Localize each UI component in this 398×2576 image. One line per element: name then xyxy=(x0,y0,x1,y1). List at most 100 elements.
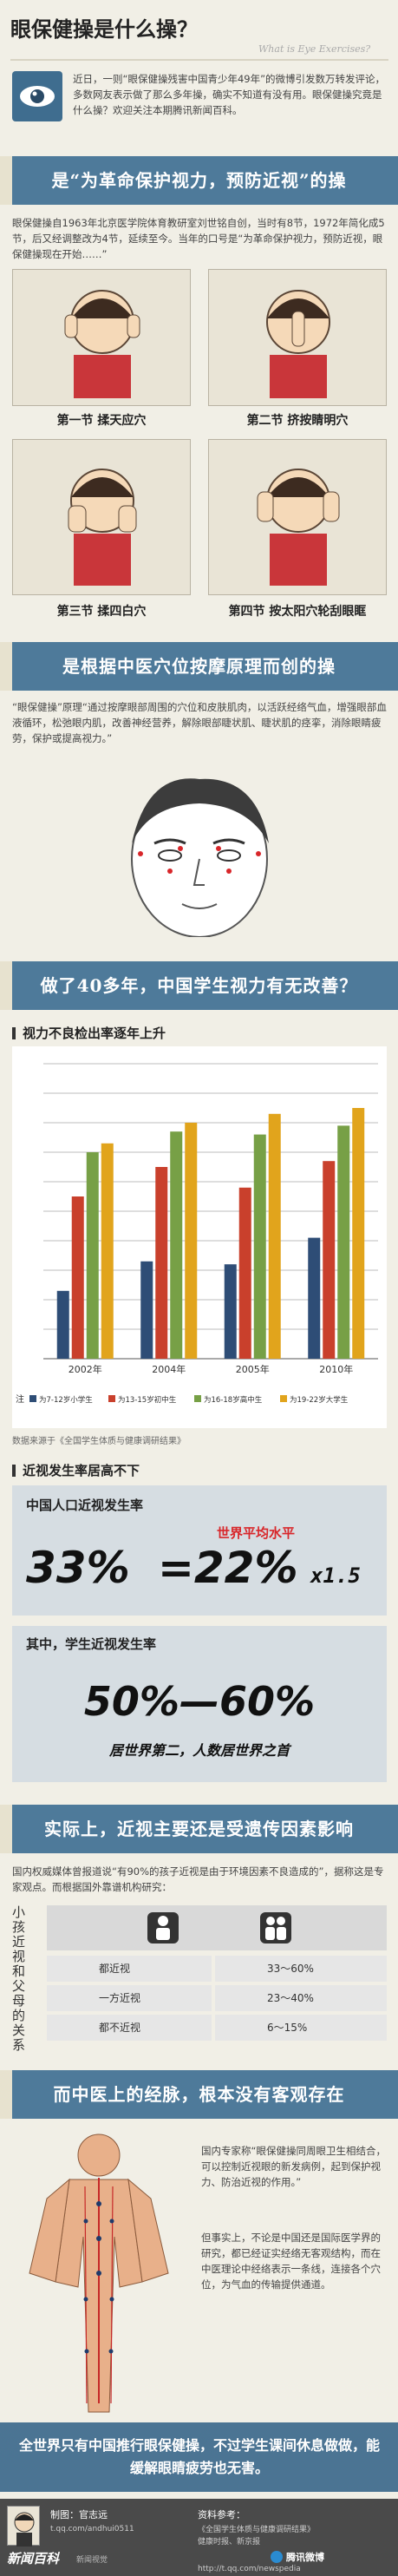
heredity-row-3: 都不近视 6～15% xyxy=(47,2015,387,2041)
section3-banner-text: 做了40多年，中国学生视力有无改善？ xyxy=(40,975,358,996)
section6-banner-text: 而中医上的经脉，根本没有客观存在 xyxy=(53,2084,345,2105)
x-tick-label: 2005年 xyxy=(236,1363,270,1375)
section2-banner: 是根据中医穴位按摩原理而创的操 xyxy=(0,642,398,691)
meridian-illustration xyxy=(12,2126,186,2421)
student-rate-note: 居世界第二，人数居世界之首 xyxy=(108,1742,290,1759)
brand-sub: 新闻视觉 xyxy=(76,2556,108,2565)
step2-illustration xyxy=(208,269,387,406)
intro-icon xyxy=(12,71,62,121)
vision-chart: 2002年 2004年 2005年 2010年注 为7-12岁小学生 为13-15岁初中生… xyxy=(12,1046,387,1428)
formula-eq: =22% xyxy=(158,1543,298,1593)
step2-label: 第二节 挤按睛明穴 xyxy=(246,414,349,428)
tencent-weibo-url[interactable]: http://t.qq.com/newspedia xyxy=(198,2565,301,2573)
legend-label: 为7-12岁小学生 xyxy=(39,1395,93,1405)
section5-banner: 实际上，近视主要还是受遗传因素影响 xyxy=(0,1805,398,1853)
refs-label: 资料参考： xyxy=(198,2509,245,2520)
x-tick-label: 2010年 xyxy=(319,1363,353,1375)
step4-label: 第四节 按太阳穴轮刮眼眶 xyxy=(228,605,367,619)
child-icon xyxy=(147,1912,179,1943)
chart-bar xyxy=(56,1290,69,1359)
chart-bar xyxy=(170,1131,183,1359)
myopia-rate-box: 中国人口近视发生率 世界平均水平 33% =22% x1.5 xyxy=(12,1485,387,1616)
section2-banner-text: 是根据中医穴位按摩原理而创的操 xyxy=(62,656,336,677)
author-weibo[interactable]: t.qq.com/andhui0511 xyxy=(50,2525,134,2533)
heredity-row-1: 都近视 33～60% xyxy=(47,1956,387,1982)
step1-illustration xyxy=(12,269,191,406)
row-value: 33～60% xyxy=(215,1956,387,1982)
world-average-label: 世界平均水平 xyxy=(217,1525,296,1541)
footer: 新闻百科 新闻视觉 制图：官志远 t.qq.com/andhui0511 资料参… xyxy=(0,2499,398,2576)
chart-bar xyxy=(101,1143,114,1359)
ref-item: 健康时报、新京报 xyxy=(198,2538,261,2547)
author-avatar xyxy=(7,2506,40,2547)
step3-illustration xyxy=(12,439,191,595)
section1-text: 眼保健操自1963年北京医学院体育教研室刘世铭自创，当时有8节，1972年简化成… xyxy=(12,217,385,260)
legend-swatch xyxy=(280,1395,287,1402)
section6-banner: 而中医上的经脉，根本没有客观存在 xyxy=(0,2070,398,2119)
x-tick-label: 2004年 xyxy=(152,1363,186,1375)
author-label: 制图：官志远 xyxy=(50,2509,108,2520)
chart-bar xyxy=(224,1264,237,1359)
tencent-weibo-label: 腾讯微博 xyxy=(286,2552,324,2563)
section1-banner: 是“为革命保护视力，预防近视”的操 xyxy=(0,156,398,205)
header-rule xyxy=(10,59,388,61)
row-label: 都近视 xyxy=(47,1956,212,1982)
section3-banner: 做了40多年，中国学生视力有无改善？ xyxy=(0,961,398,1010)
brand-logo: 新闻百科 xyxy=(7,2551,60,2566)
x-tick-label: 2002年 xyxy=(69,1363,102,1375)
myopia-heading: 近视发生率居高不下 xyxy=(12,1461,140,1479)
row-label: 一方近视 xyxy=(47,1985,212,2011)
chart-bar xyxy=(323,1161,336,1359)
conclusion-text: 全世界只有中国推行眼保健操，不过学生课间休息做做，能缓解眼睛疲劳也无害。 xyxy=(19,2437,381,2476)
row-value: 6～15% xyxy=(215,2015,387,2041)
section1-banner-text: 是“为革命保护视力，预防近视”的操 xyxy=(51,170,347,191)
formula-mult: x1.5 xyxy=(310,1563,361,1588)
chart-bar xyxy=(155,1167,168,1359)
chart-source: 数据来源于《全国学生体质与健康调研结果》 xyxy=(12,1437,186,1446)
step4-illustration xyxy=(208,439,387,595)
conclusion-block: 全世界只有中国推行眼保健操，不过学生课间休息做做，能缓解眼睛疲劳也无害。 xyxy=(0,2422,398,2492)
legend-swatch xyxy=(194,1395,201,1402)
chart-bar xyxy=(71,1196,84,1359)
heredity-side-label: 小孩近视和父母的关系 xyxy=(12,1904,26,2053)
tencent-weibo-icon xyxy=(271,2551,283,2563)
legend-swatch xyxy=(108,1395,115,1402)
step3-label: 第三节 揉四白穴 xyxy=(56,605,147,619)
chart-bar xyxy=(308,1237,321,1359)
chart-bar xyxy=(238,1187,251,1359)
chart-bar xyxy=(86,1152,99,1359)
face-acupoint-illustration xyxy=(52,764,347,938)
heredity-block: 小孩近视和父母的关系 都近视 33～60% 一方近视 23～40% 都不近视 6… xyxy=(12,1904,387,2053)
student-rate-range: 50%—60% xyxy=(83,1678,316,1725)
section5-banner-text: 实际上，近视主要还是受遗传因素影响 xyxy=(44,1819,354,1839)
page-subtitle: What is Eye Exercises? xyxy=(258,43,371,55)
intro-text: 近日，一则“眼保健操残害中国青少年49年”的微博引发数万转发评论，多数网友表示做… xyxy=(73,73,386,116)
chart-bar xyxy=(140,1261,153,1359)
step1-label: 第一节 揉天应穴 xyxy=(56,414,147,428)
ref-item: 《全国学生体质与健康调研结果》 xyxy=(198,2526,316,2534)
parents-icon xyxy=(260,1912,291,1943)
chart-bar xyxy=(185,1123,198,1359)
row-value: 23～40% xyxy=(215,1985,387,2011)
chart-bar xyxy=(268,1113,281,1359)
parent-icons-row xyxy=(47,1905,387,1950)
section6-text1: 国内专家称“眼保健操同周眼卫生相结合，可以控制近视眼的新发病例，起到保护视力、防… xyxy=(201,2145,386,2188)
row-label: 都不近视 xyxy=(47,2015,212,2041)
student-rate-title: 其中，学生近视发生率 xyxy=(26,1636,157,1652)
legend-note: 注 xyxy=(16,1393,24,1405)
formula-left: 33% xyxy=(26,1543,130,1593)
myopia-rate-title: 中国人口近视发生率 xyxy=(26,1498,144,1513)
page-title: 眼保健操是什么操？ xyxy=(10,16,198,42)
chart-title: 视力不良检出率逐年上升 xyxy=(12,1024,166,1042)
legend-label: 为16-18岁高中生 xyxy=(204,1395,263,1405)
chart-bar xyxy=(337,1125,350,1359)
section5-text: 国内权威媒体曾报道说“有90%的孩子近视是由于环境因素不良造成的”，据称这是专家… xyxy=(12,1865,384,1893)
legend-swatch xyxy=(29,1395,36,1402)
chart-bar xyxy=(352,1108,365,1359)
student-rate-box: 其中，学生近视发生率 50%—60% 居世界第二，人数居世界之首 xyxy=(12,1626,387,1782)
section2-text: “眼保健操”原理“通过按摩眼部周围的穴位和皮肤肌肉，以活跃经络气血，增强眼部血液… xyxy=(12,701,387,744)
legend-label: 为19-22岁大学生 xyxy=(290,1395,349,1405)
legend-label: 为13-15岁初中生 xyxy=(118,1395,177,1405)
exercise-steps: 第一节 揉天应穴 第二节 挤按睛明穴 第三节 揉四白穴 第四节 按太阳穴轮刮眼眶 xyxy=(12,269,387,633)
